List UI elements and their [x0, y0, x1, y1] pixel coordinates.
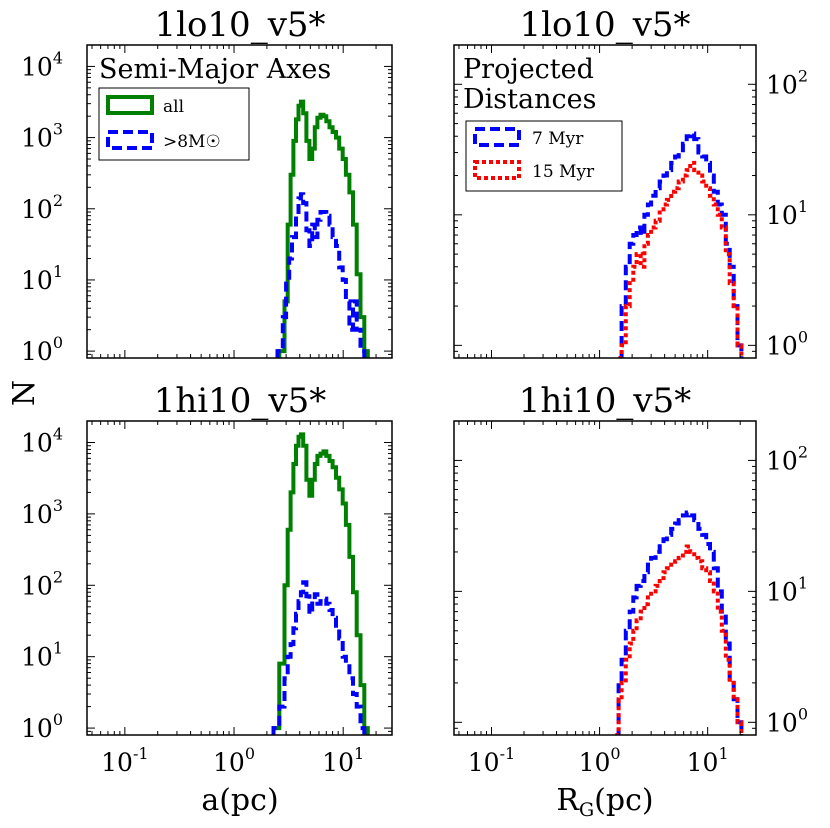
legend-swatch-7myr	[473, 127, 521, 147]
series-line-0	[277, 99, 370, 358]
x-tick-label: 101	[687, 744, 729, 777]
y-tick-label: 104	[21, 424, 63, 457]
textbox-label: Semi-Major Axes	[99, 54, 331, 85]
y-tick-label: 101	[21, 639, 63, 672]
legend-label-massive: >8M☉	[163, 132, 221, 152]
y-tick-label: 100	[21, 710, 63, 743]
x-tick-label: 100	[213, 744, 255, 777]
axes-frame	[86, 420, 393, 736]
plot-area: 10-1 100 101 100 101 102	[454, 420, 808, 777]
series-line-0	[615, 510, 744, 735]
y-axis-label: N	[7, 380, 42, 406]
series-line-1	[615, 544, 744, 735]
axes-frame	[453, 420, 757, 736]
y-tick-label: 101	[766, 573, 808, 606]
legend-label-15myr: 15 Myr	[532, 162, 595, 182]
y-tick-label: 100	[766, 704, 808, 737]
y-tick-label: 103	[21, 120, 63, 153]
panel-title: 1hi10_v5*	[519, 381, 692, 421]
y-tick-label: 101	[21, 262, 63, 295]
y-tick-label: 102	[766, 66, 808, 99]
plot-area: 100 101 102	[454, 44, 808, 360]
legend-swatch-15myr	[473, 160, 521, 180]
y-tick-label: 104	[21, 48, 63, 81]
x-axis-label-left: a(pc)	[201, 783, 278, 818]
legend-swatch-all	[106, 95, 154, 115]
textbox-line-1: Projected	[463, 54, 594, 85]
y-tick-label: 100	[21, 333, 63, 366]
axes-frame	[86, 44, 393, 359]
panel-bottom-right: 1hi10_v5* 10-1 100 101 100 101 102	[453, 381, 808, 777]
panel-title: 1lo10_v5*	[154, 5, 325, 45]
series-line-1	[275, 192, 367, 358]
legend-box	[98, 87, 250, 161]
plot-area: 10-1 100 101 100 101 102 103 104	[21, 420, 392, 777]
y-tick-label: 103	[21, 496, 63, 529]
legend-label-7myr: 7 Myr	[532, 129, 584, 149]
panel-title: 1hi10_v5*	[154, 381, 327, 421]
panel-bottom-left: 1hi10_v5* 10-1 100 101 100 101 102 103 104	[21, 381, 393, 777]
x-tick-label: 10-1	[101, 744, 148, 777]
x-axis-label-right: RG(pc)	[556, 783, 653, 821]
panel-title: 1lo10_v5*	[519, 5, 690, 45]
y-tick-label: 101	[766, 197, 808, 230]
series-line-0	[618, 131, 744, 358]
textbox-line-2: Distances	[463, 84, 596, 115]
y-tick-label: 100	[766, 327, 808, 360]
axes-frame	[453, 44, 757, 359]
legend: all >8M☉	[98, 87, 250, 161]
legend: 7 Myr 15 Myr	[465, 120, 623, 192]
series-line-1	[271, 580, 367, 735]
y-tick-label: 102	[21, 191, 63, 224]
y-tick-label: 102	[766, 442, 808, 475]
panel-top-left: 1lo10_v5* 100 101 102 103 104 Semi-Major Axe…	[21, 5, 393, 366]
legend-label-all: all	[163, 97, 184, 117]
legend-swatch-massive	[106, 130, 154, 150]
x-tick-label: 100	[579, 744, 621, 777]
series-line-1	[618, 160, 744, 358]
y-tick-label: 102	[21, 567, 63, 600]
plot-area: 100 101 102 103 104	[21, 44, 392, 366]
series-line-0	[271, 432, 370, 735]
x-tick-label: 10-1	[468, 744, 515, 777]
x-tick-label: 101	[322, 744, 364, 777]
